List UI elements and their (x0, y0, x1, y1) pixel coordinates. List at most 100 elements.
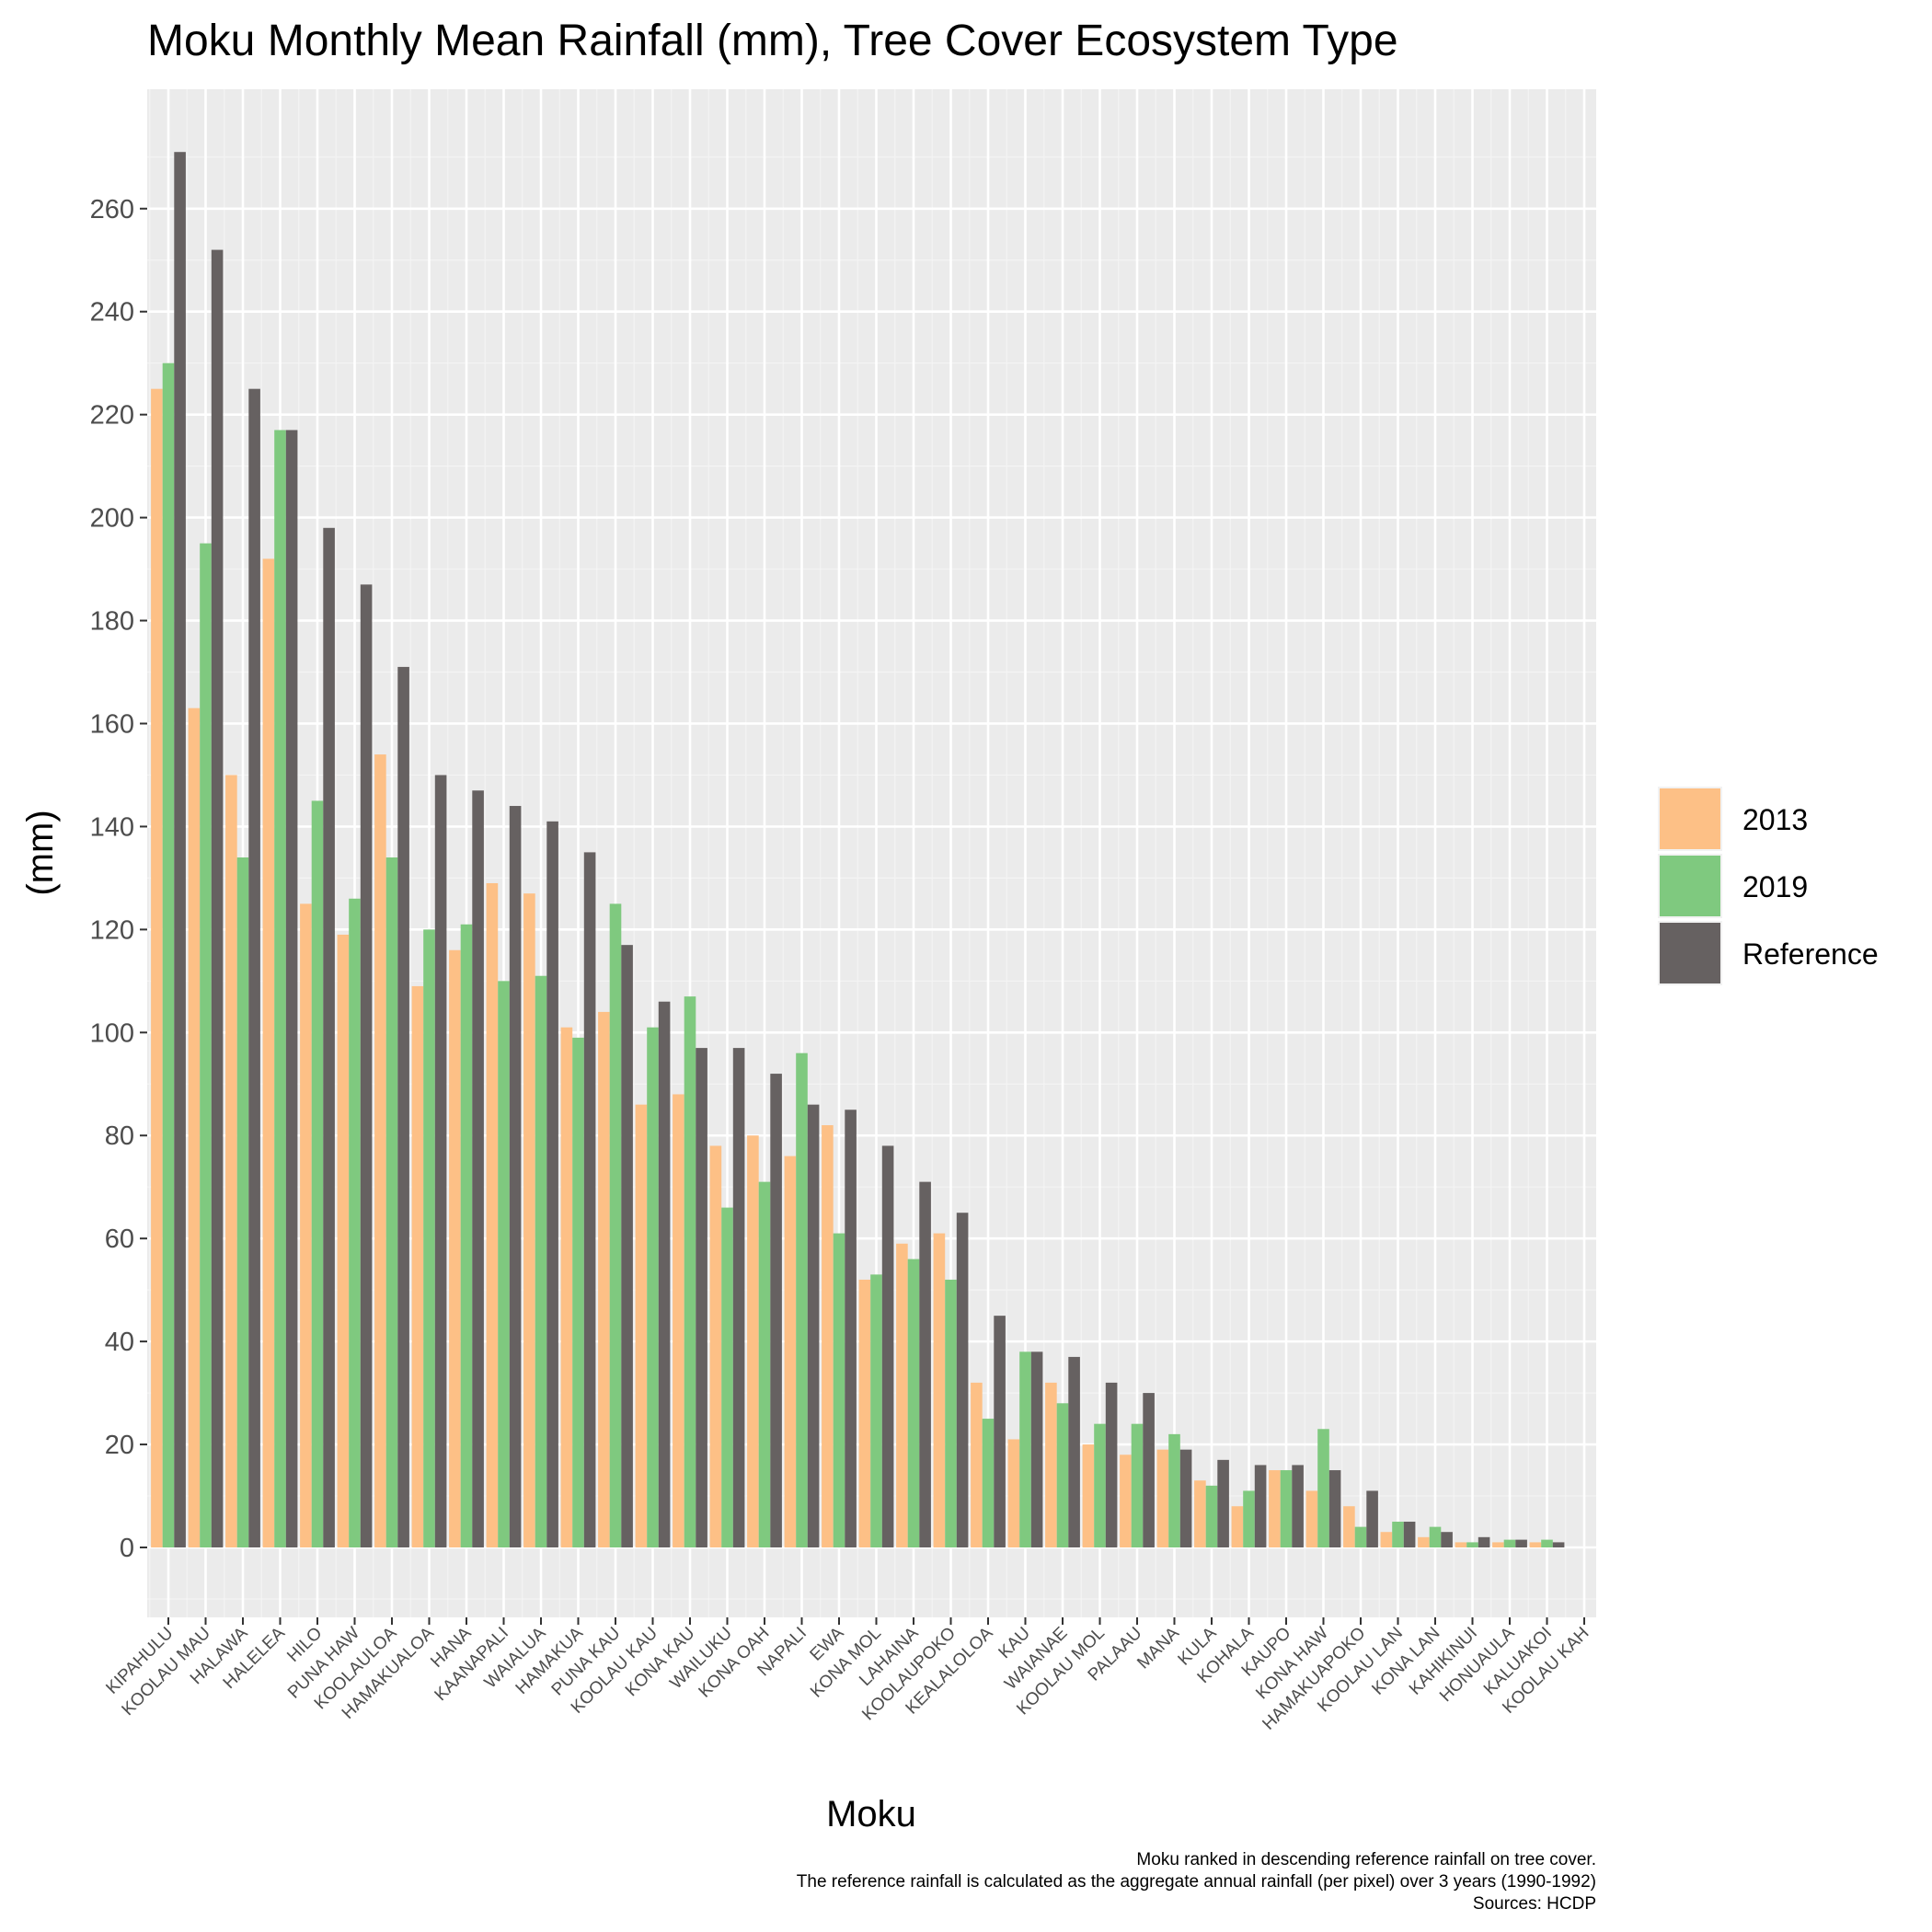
bar (385, 857, 398, 1547)
bar (236, 857, 249, 1547)
bar (807, 1104, 820, 1547)
bar (472, 790, 484, 1547)
bar (311, 800, 324, 1547)
caption-line: Sources: HCDP (1473, 1894, 1596, 1914)
y-tick-label: 100 (90, 1018, 134, 1048)
bar (907, 1259, 920, 1547)
bar (411, 985, 424, 1547)
bar (982, 1419, 995, 1547)
bar (1552, 1542, 1565, 1547)
legend-label: 2013 (1742, 803, 1808, 836)
bar (1231, 1506, 1244, 1547)
bar (523, 893, 535, 1547)
bar (1068, 1356, 1080, 1547)
bar (945, 1279, 957, 1547)
bar (434, 775, 447, 1547)
bar (1354, 1526, 1367, 1547)
bar (285, 430, 298, 1548)
bar (1392, 1522, 1404, 1547)
bar (1094, 1423, 1106, 1547)
y-tick-label: 80 (105, 1121, 134, 1151)
bar (300, 903, 312, 1547)
bars (151, 152, 1565, 1548)
bar (248, 388, 260, 1547)
bar (758, 1181, 771, 1547)
bar (1380, 1532, 1393, 1547)
bar (1019, 1351, 1031, 1547)
y-tick-label: 120 (90, 915, 134, 945)
bar (1205, 1485, 1218, 1547)
bar (1403, 1522, 1416, 1547)
bar (709, 1145, 722, 1547)
bar (933, 1233, 946, 1547)
bar (732, 1048, 745, 1547)
bar (1269, 1470, 1281, 1547)
bar (1030, 1351, 1043, 1547)
bar (881, 1145, 894, 1547)
bar (449, 949, 461, 1547)
bar (822, 1125, 834, 1547)
bar (1343, 1506, 1355, 1547)
bar (460, 924, 473, 1547)
bar (1305, 1490, 1318, 1547)
bar (1317, 1429, 1329, 1547)
bar (1492, 1542, 1504, 1547)
bar (770, 1074, 782, 1547)
bar (374, 754, 386, 1547)
y-tick-label: 40 (105, 1328, 134, 1357)
x-tick-label: MANA (1133, 1623, 1183, 1673)
bar (200, 543, 212, 1548)
bar (572, 1037, 584, 1547)
bar (1418, 1536, 1430, 1547)
bar (1168, 1433, 1180, 1547)
bar (994, 1316, 1006, 1547)
bar (174, 152, 186, 1547)
bar (845, 1110, 857, 1547)
bar (1243, 1490, 1255, 1547)
bar (1179, 1449, 1192, 1547)
legend-key (1660, 788, 1720, 849)
bar (360, 584, 373, 1547)
bar (486, 882, 499, 1547)
bar (498, 981, 510, 1547)
caption-line: The reference rainfall is calculated as … (797, 1872, 1596, 1892)
legend-key (1660, 923, 1720, 983)
bar (635, 1104, 648, 1547)
bar (274, 430, 286, 1548)
bar (1143, 1393, 1155, 1547)
bar (323, 527, 335, 1548)
bar (1082, 1444, 1095, 1547)
bar (784, 1156, 797, 1547)
bar (1529, 1542, 1542, 1547)
bar (896, 1243, 908, 1547)
bar (1515, 1539, 1527, 1547)
bar (598, 1011, 610, 1547)
y-tick-label: 240 (90, 298, 134, 328)
x-axis-title: Moku (826, 1794, 916, 1834)
bar (1007, 1439, 1020, 1547)
y-axis: 0 20 40 60 80 100 120 140 160 180 200 220 240 260 (90, 195, 147, 1563)
bar (609, 903, 622, 1547)
bar (262, 558, 275, 1547)
bar (870, 1274, 882, 1547)
bar (1105, 1382, 1118, 1547)
bar (162, 362, 175, 1548)
bar (621, 945, 633, 1547)
bar (1429, 1526, 1442, 1547)
legend-label: 2019 (1742, 870, 1808, 903)
bar (423, 929, 435, 1547)
bar (1478, 1536, 1490, 1547)
bar (546, 821, 558, 1547)
bar (1254, 1465, 1267, 1547)
y-axis-title: (mm) (20, 810, 61, 895)
bar (211, 249, 224, 1547)
bar (1217, 1459, 1229, 1547)
bar (535, 975, 547, 1547)
bar (858, 1279, 871, 1547)
y-tick-label: 160 (90, 709, 134, 739)
y-tick-label: 220 (90, 401, 134, 431)
y-tick-label: 0 (120, 1534, 134, 1563)
bar (337, 934, 350, 1547)
